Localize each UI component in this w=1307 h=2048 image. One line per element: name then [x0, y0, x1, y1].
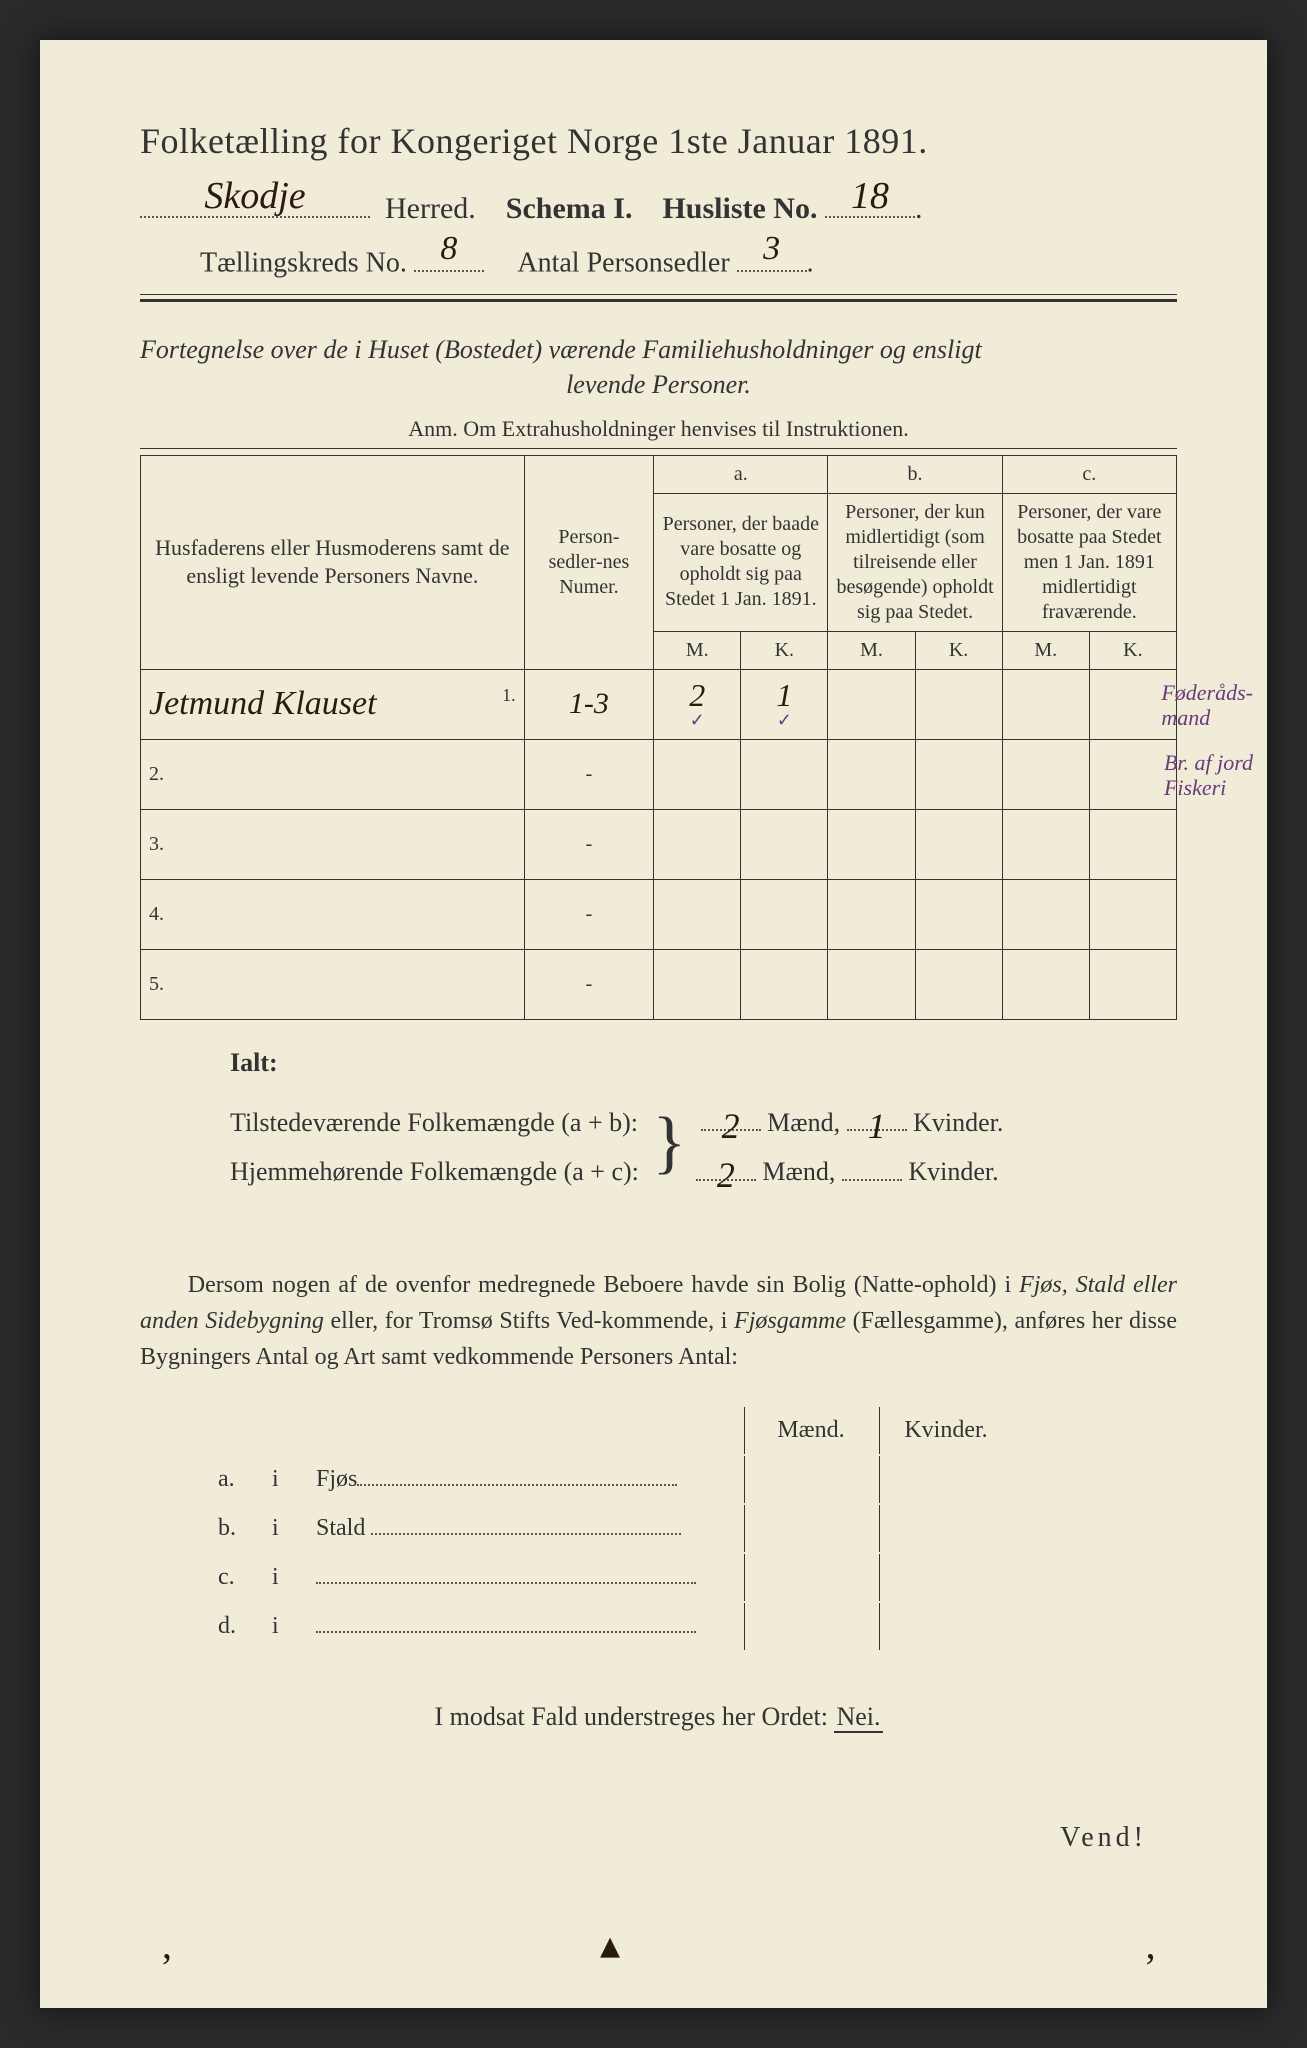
row-name: Jetmund Klauset [149, 685, 377, 722]
head-b-label: b. [828, 455, 1002, 493]
row-b-k [915, 669, 1002, 739]
table-row: 2. - [141, 739, 1177, 809]
row-a-m: 2 ✓ [654, 669, 741, 739]
head-c-text: Personer, der vare bosatte paa Stedet me… [1002, 493, 1176, 631]
row-numer: - [524, 739, 654, 809]
head-b-k: K. [915, 631, 1002, 669]
vend: Vend! [140, 1822, 1177, 1854]
head-a-text: Personer, der baade vare bosatte og opho… [654, 493, 828, 631]
head-a-m: M. [654, 631, 741, 669]
table-row: 3. - [141, 809, 1177, 879]
rule-2 [140, 299, 1177, 302]
ialt-block: Ialt: Tilstedeværende Folkemængde (a + b… [230, 1048, 1177, 1197]
table-head-row-1: Husfaderens eller Husmoderens samt de en… [141, 455, 1177, 493]
row-numer: - [524, 879, 654, 949]
ialt-2-m: 2 [696, 1141, 756, 1209]
row-a-k: 1 ✓ [741, 669, 828, 739]
husliste-value: 18 [825, 174, 915, 218]
building-paragraph: Dersom nogen af de ovenfor medregnede Be… [140, 1267, 1177, 1375]
bt-head-k: Kvinder. [879, 1407, 1012, 1454]
nei-word: Nei. [834, 1702, 882, 1733]
ialt-row-1: Tilstedeværende Folkemængde (a + b): } 2… [230, 1098, 1177, 1148]
kreds-value: 8 [414, 230, 484, 268]
husliste-label: Husliste No. [662, 192, 817, 225]
check-icon: ✓ [662, 710, 732, 731]
head-names: Husfaderens eller Husmoderens samt de en… [141, 455, 525, 669]
bt-row: d. i [212, 1603, 1012, 1650]
row-name-cell: Jetmund Klauset 1. [141, 669, 525, 739]
document-paper: Folketælling for Kongeriget Norge 1ste J… [40, 40, 1267, 2008]
ink-mark-icon: ‚ [160, 1921, 173, 1968]
row-numer: 1-3 [524, 669, 654, 739]
ialt-row-2: Hjemmehørende Folkemængde (a + c): 2 Mæn… [230, 1147, 1177, 1197]
row-num: 3. [141, 809, 525, 879]
margin-note-1: Føderåds-mand [1161, 680, 1253, 731]
kreds-line: Tællingskreds No. 8 Antal Personsedler 3… [200, 236, 1177, 280]
head-a-k: K. [741, 631, 828, 669]
title: Folketælling for Kongeriget Norge 1ste J… [140, 120, 1177, 162]
row-num: 1. [502, 685, 516, 706]
main-table: Husfaderens eller Husmoderens samt de en… [140, 455, 1177, 1020]
head-numer: Person-sedler-nes Numer. [524, 455, 654, 669]
row-c-m [1002, 669, 1089, 739]
row-num: 2. [141, 739, 525, 809]
head-c-label: c. [1002, 455, 1176, 493]
bt-row: b. i Stald [212, 1505, 1012, 1552]
bt-row: a. i Fjøs [212, 1456, 1012, 1503]
row-num: 5. [141, 949, 525, 1019]
row-numer: - [524, 949, 654, 1019]
antal-label: Antal Personsedler [517, 248, 729, 279]
desc-line2: levende Personer. [140, 367, 1177, 402]
row-num: 4. [141, 879, 525, 949]
row-b-m [828, 669, 915, 739]
schema-label: Schema I. [506, 192, 633, 225]
row-numer: - [524, 809, 654, 879]
rule-3 [140, 448, 1177, 449]
table-row: 4. - [141, 879, 1177, 949]
bt-head-row: Mænd. Kvinder. [212, 1407, 1012, 1454]
table-row: 5. - [141, 949, 1177, 1019]
head-b-text: Personer, der kun midlertidigt (som tilr… [828, 493, 1002, 631]
ialt-label: Ialt: [230, 1048, 1177, 1078]
herred-label: Herred. [385, 192, 476, 225]
herred-line: Skodje Herred. Schema I. Husliste No. 18… [140, 180, 1177, 226]
kreds-label: Tællingskreds No. [200, 248, 407, 279]
herred-value: Skodje [140, 174, 370, 218]
description-block: Fortegnelse over de i Huset (Bostedet) v… [140, 332, 1177, 442]
ink-mark-icon: ‚ [1144, 1921, 1157, 1968]
antal-value: 3 [737, 230, 807, 268]
head-c-k: K. [1089, 631, 1176, 669]
head-a-label: a. [654, 455, 828, 493]
nei-line: I modsat Fald understreges her Ordet: Ne… [140, 1702, 1177, 1732]
head-c-m: M. [1002, 631, 1089, 669]
margin-note-2: Br. af jordFiskeri [1164, 750, 1253, 801]
bt-head-m: Mænd. [744, 1407, 877, 1454]
anm-line: Anm. Om Extrahusholdninger henvises til … [140, 416, 1177, 442]
bt-row: c. i [212, 1554, 1012, 1601]
page-outer: Folketælling for Kongeriget Norge 1ste J… [0, 0, 1307, 2048]
table-row: Jetmund Klauset 1. 1-3 2 ✓ 1 ✓ [141, 669, 1177, 739]
building-table: Mænd. Kvinder. a. i Fjøs b. i Stald c. i [210, 1405, 1014, 1652]
ink-mark-icon: ▴ [600, 1921, 620, 1968]
head-b-m: M. [828, 631, 915, 669]
desc-line1: Fortegnelse over de i Huset (Bostedet) v… [140, 332, 1177, 367]
check-icon: ✓ [749, 710, 819, 731]
